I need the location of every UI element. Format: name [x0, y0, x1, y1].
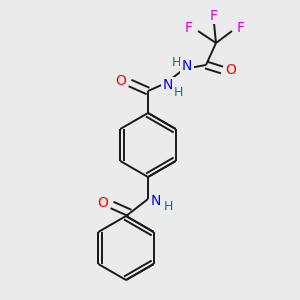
Text: O: O: [98, 196, 108, 210]
Text: H: H: [171, 56, 181, 68]
Text: N: N: [182, 59, 192, 73]
Text: H: H: [163, 200, 173, 214]
Text: O: O: [226, 63, 236, 77]
Text: F: F: [185, 21, 193, 35]
Text: N: N: [163, 78, 173, 92]
Text: F: F: [210, 9, 218, 23]
Text: F: F: [237, 21, 245, 35]
Text: O: O: [116, 74, 126, 88]
Text: N: N: [151, 194, 161, 208]
Text: H: H: [173, 85, 183, 98]
